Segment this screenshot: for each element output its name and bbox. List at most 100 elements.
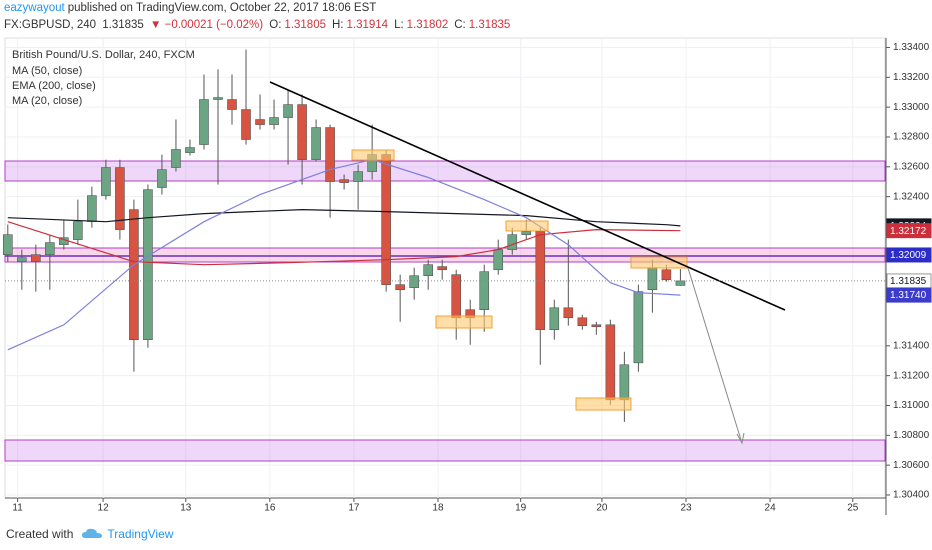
indicator-line: [7, 208, 681, 227]
y-tick-label: 1.31200: [893, 370, 930, 381]
ohlc-value: 1.31835: [468, 19, 511, 31]
zone: [4, 160, 886, 182]
highlight-box: [505, 220, 549, 232]
candle-body: [241, 109, 251, 140]
candle-body: [535, 231, 546, 331]
author[interactable]: eazywayout: [4, 2, 65, 14]
y-tick-label: 1.30400: [893, 490, 930, 501]
legend: MA (50, close) EMA (200, close) MA (20, cl…: [12, 65, 96, 107]
candle-body: [17, 257, 27, 262]
candle-body: [409, 275, 419, 288]
ohlc-key: L:: [394, 19, 404, 31]
ohlc-value: 1.31802: [406, 19, 449, 31]
change: ▼ −0.00021 (−0.02%): [150, 19, 264, 31]
symbol: FX:GBPUSD, 240: [4, 19, 97, 31]
candle-body: [311, 127, 321, 160]
candle-body: [675, 280, 686, 286]
x-tick-label: 23: [680, 503, 692, 514]
candle-body: [647, 267, 658, 291]
ohlc-key: H:: [332, 19, 344, 31]
candle-body: [199, 99, 209, 145]
legend-entry: MA (20, close): [12, 95, 82, 107]
candle-body: [661, 269, 672, 281]
highlight-box: [630, 256, 688, 269]
highlight-box: [575, 397, 632, 411]
candle-body: [269, 117, 279, 125]
candle-body: [171, 149, 181, 168]
candle-body: [73, 221, 83, 240]
candle-body: [297, 104, 307, 160]
ohlc-key: O:: [269, 19, 282, 31]
ohlc-key: C:: [454, 19, 466, 31]
highlight-box: [435, 315, 493, 329]
candle-body: [185, 147, 195, 153]
x-tick-label: 18: [432, 503, 444, 514]
indicator-line: [7, 221, 681, 266]
candle-body: [507, 234, 518, 250]
arrow-head: [736, 432, 745, 445]
x-tick-label: 17: [348, 503, 360, 514]
ohlc-value: 1.31914: [346, 19, 389, 31]
candle-body: [101, 167, 111, 196]
candle-body: [563, 307, 574, 319]
candle-body: [479, 271, 490, 311]
candle-body: [255, 119, 265, 125]
price-label: 1.32009: [890, 250, 927, 261]
candle-body: [31, 254, 41, 262]
candle-body: [115, 167, 125, 230]
brand[interactable]: TradingView: [107, 527, 174, 541]
last-price: 1.31835: [102, 19, 144, 31]
y-tick-label: 1.31000: [893, 400, 930, 411]
header-line-2: FX:GBPUSD, 240 1.31835 ▼ −0.00021 (−0.02…: [4, 19, 519, 31]
candle-body: [633, 291, 644, 364]
candle-body: [87, 195, 97, 222]
y-tick-label: 1.32800: [893, 132, 930, 143]
candle-body: [157, 169, 167, 188]
y-tick-label: 1.33400: [893, 42, 930, 53]
arrow: [687, 267, 742, 441]
candle-body: [283, 104, 293, 118]
x-tick-label: 13: [180, 503, 192, 514]
candle-body: [605, 324, 616, 401]
candle-body: [521, 231, 532, 235]
candle-body: [451, 274, 462, 319]
y-tick-label: 1.33000: [893, 102, 930, 113]
grid: [5, 38, 885, 498]
price-label: 1.31835: [890, 276, 927, 287]
candle-body: [339, 179, 349, 183]
candle-body: [591, 324, 602, 328]
y-tick-label: 1.30800: [893, 430, 930, 441]
footer: Created with TradingView: [6, 527, 173, 541]
ohlc: O: 1.31805 H: 1.31914 L: 1.31802 C: 1.31835: [269, 19, 516, 31]
candle-body: [423, 264, 433, 277]
x-tick-label: 12: [98, 503, 110, 514]
chart-title: British Pound/U.S. Dollar, 240, FXCM: [12, 49, 195, 61]
candle-body: [353, 171, 363, 182]
trendline: [269, 81, 786, 311]
x-tick-label: 19: [515, 503, 527, 514]
created-with: Created with: [6, 527, 74, 541]
price-label: 1.32172: [890, 226, 927, 237]
x-tick-label: 16: [264, 503, 276, 514]
legend-entry: EMA (200, close): [12, 80, 96, 92]
candle-body: [619, 364, 630, 401]
x-tick-label: 20: [596, 503, 608, 514]
header-line-1: eazywayout published on TradingView.com, …: [4, 2, 379, 14]
candle-body: [577, 317, 588, 326]
zone: [4, 439, 886, 462]
published: published on TradingView.com, October 22…: [67, 2, 377, 14]
chart: British Pound/U.S. Dollar, 240, FXCM MA …: [3, 37, 932, 515]
candle-body: [213, 97, 223, 100]
logo: [82, 528, 103, 538]
legend-entry: MA (50, close): [12, 65, 82, 77]
x-tick-label: 24: [765, 503, 777, 514]
price-label: 1.31740: [890, 290, 927, 301]
candle-body: [395, 284, 405, 291]
highlight-box: [351, 149, 395, 161]
candle-body: [325, 127, 335, 182]
candle-body: [129, 209, 139, 341]
price-label-box: [886, 287, 932, 303]
price-label-box: [886, 247, 932, 263]
candle-body: [45, 242, 55, 255]
